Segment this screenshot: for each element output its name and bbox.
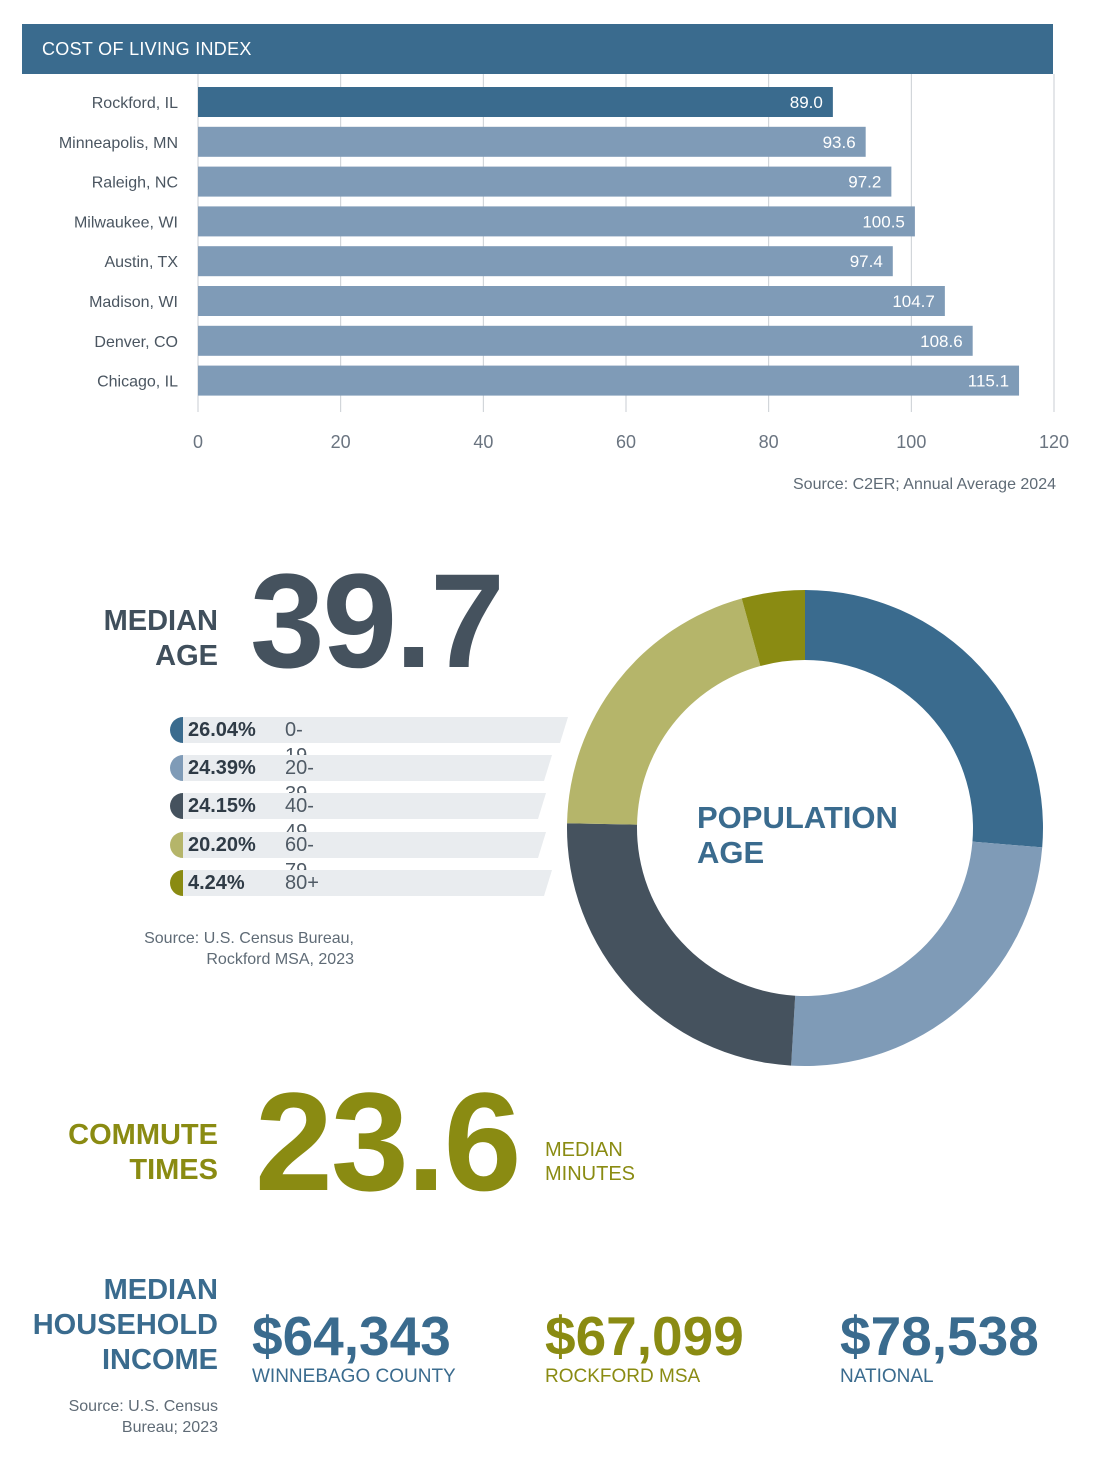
bar xyxy=(198,325,973,356)
bar-value-label: 93.6 xyxy=(823,133,856,152)
age-legend-band xyxy=(180,755,552,781)
median-age-value: 39.7 xyxy=(250,547,505,696)
x-tick-label: 60 xyxy=(616,432,636,452)
age-source-line: Source: U.S. Census Bureau, xyxy=(144,930,354,947)
chart-title: COST OF LIVING INDEX xyxy=(42,39,252,59)
income-caption: MEDIAN HOUSEHOLD INCOME xyxy=(33,1273,218,1378)
commute-unit-line: MEDIAN xyxy=(545,1139,623,1161)
population-age-donut xyxy=(567,590,1043,1066)
age-legend-percent: 26.04% xyxy=(188,719,256,741)
chart-header-band xyxy=(22,24,1053,74)
income-label: WINNEBAGO COUNTY xyxy=(252,1366,456,1387)
age-source-line: Rockford MSA, 2023 xyxy=(206,951,354,968)
age-legend-percent: 20.20% xyxy=(188,834,256,856)
age-legend-swatch xyxy=(170,755,183,781)
bar-category-label: Rockford, IL xyxy=(92,95,178,112)
commute-value: 23.6 xyxy=(255,1063,521,1220)
age-legend-swatch xyxy=(170,793,183,819)
bar xyxy=(198,87,833,117)
median-age-caption: MEDIAN AGE xyxy=(104,604,218,674)
donut-slice xyxy=(741,590,805,667)
age-legend-band xyxy=(180,717,568,743)
bar-category-label: Denver, CO xyxy=(94,334,178,351)
age-legend-band xyxy=(180,793,546,819)
bar-category-label: Madison, WI xyxy=(89,294,178,311)
bar xyxy=(198,365,1020,396)
donut-center-label-line: AGE xyxy=(697,835,765,870)
donut-slice xyxy=(791,841,1043,1066)
bar-category-label: Raleigh, NC xyxy=(92,175,178,192)
age-legend-swatch xyxy=(170,870,183,896)
bar xyxy=(198,166,892,197)
bar-category-label: Chicago, IL xyxy=(97,374,178,391)
bar-category-label: Milwaukee, WI xyxy=(74,214,178,231)
commute-unit-line: MINUTES xyxy=(545,1163,635,1185)
age-legend-percent: 4.24% xyxy=(188,872,245,894)
income-caption-line: MEDIAN xyxy=(103,1274,218,1306)
age-legend-band xyxy=(180,832,546,858)
chart-source: Source: C2ER; Annual Average 2024 xyxy=(793,476,1056,493)
median-age-caption-line: MEDIAN xyxy=(103,605,218,637)
income-value: $67,099 xyxy=(545,1305,744,1367)
age-legend-band xyxy=(180,870,552,896)
commute-unit: MEDIAN MINUTES xyxy=(545,1138,635,1186)
income-source: Source: U.S. Census Bureau; 2023 xyxy=(69,1396,218,1438)
income-item-rockford-msa: $67,099 ROCKFORD MSA xyxy=(545,1306,744,1388)
bar-value-label: 89.0 xyxy=(790,93,823,112)
donut-slice xyxy=(567,598,761,825)
bar-value-label: 100.5 xyxy=(862,212,905,231)
cost-of-living-chart: 0 20 40 60 80 100 120 Rockford, IL 89.0 Minneapol… xyxy=(59,74,1069,452)
bar-category-label: Minneapolis, MN xyxy=(59,135,178,152)
age-legend-percent: 24.39% xyxy=(188,757,256,779)
income-item-national: $78,538 NATIONAL xyxy=(840,1306,1039,1388)
age-legend-swatch xyxy=(170,832,183,858)
commute-caption-line: COMMUTE xyxy=(68,1119,218,1151)
income-caption-line: INCOME xyxy=(102,1344,218,1376)
commute-caption-line: TIMES xyxy=(129,1154,218,1186)
donut-slice xyxy=(805,590,1043,848)
income-value: $64,343 xyxy=(252,1305,451,1367)
x-tick-label: 0 xyxy=(193,432,203,452)
x-tick-label: 100 xyxy=(896,432,926,452)
age-legend-percent: 24.15% xyxy=(188,795,256,817)
bar-value-label: 108.6 xyxy=(920,332,963,351)
x-tick-label: 20 xyxy=(331,432,351,452)
income-item-winnebago: $64,343 WINNEBAGO COUNTY xyxy=(252,1306,456,1388)
income-source-line: Source: U.S. Census xyxy=(68,1398,218,1415)
age-legend-range: 80+ xyxy=(285,872,319,894)
age-source: Source: U.S. Census Bureau, Rockford MSA… xyxy=(94,928,354,970)
income-source-line: Bureau; 2023 xyxy=(121,1419,218,1436)
x-tick-label: 40 xyxy=(473,432,493,452)
bar xyxy=(198,206,915,237)
donut-center-label: POPULATION AGE xyxy=(697,800,898,870)
donut-center-label-line: POPULATION xyxy=(697,800,898,835)
x-tick-label: 80 xyxy=(759,432,779,452)
bar-category-label: Austin, TX xyxy=(104,254,178,271)
income-label: NATIONAL xyxy=(840,1366,934,1387)
bar xyxy=(198,246,893,277)
bar-value-label: 97.2 xyxy=(848,173,881,192)
bar-value-label: 97.4 xyxy=(850,252,883,271)
bar-value-label: 104.7 xyxy=(892,292,935,311)
income-label: ROCKFORD MSA xyxy=(545,1366,701,1387)
median-age-caption-line: AGE xyxy=(155,640,218,672)
age-legend-swatch xyxy=(170,717,183,743)
x-tick-label: 120 xyxy=(1039,432,1069,452)
income-value: $78,538 xyxy=(840,1305,1039,1367)
income-caption-line: HOUSEHOLD xyxy=(32,1309,218,1341)
bar xyxy=(198,126,866,157)
commute-caption: COMMUTE TIMES xyxy=(68,1118,218,1188)
donut-slice xyxy=(567,823,796,1066)
bar-value-label: 115.1 xyxy=(968,372,1009,391)
bar xyxy=(198,286,945,316)
